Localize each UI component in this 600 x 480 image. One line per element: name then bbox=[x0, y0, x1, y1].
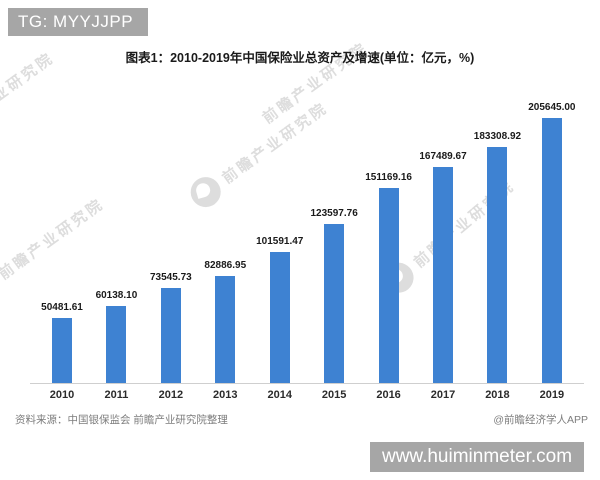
bar-2017 bbox=[433, 167, 453, 383]
bar-2010 bbox=[52, 318, 72, 383]
x-axis-labels: 2010 2011 2012 2013 2014 2015 2016 2017 2018 2019 bbox=[30, 389, 584, 405]
value-label-2016: 151169.16 bbox=[365, 172, 412, 183]
value-label-2011: 60138.10 bbox=[95, 290, 138, 301]
header-watermark-banner: TG: MYYJJPP bbox=[8, 8, 148, 36]
bar-2013 bbox=[215, 276, 236, 383]
bar-2018 bbox=[487, 147, 508, 383]
footer-watermark-text: www.huiminmeter.com bbox=[381, 446, 573, 467]
header-watermark-text: TG: MYYJJPP bbox=[18, 12, 134, 31]
x-tick-2016: 2016 bbox=[376, 389, 401, 401]
credit-note: @前瞻经济学人APP bbox=[493, 414, 588, 426]
bar-chart-plot: 50481.61 60138.10 73545.73 82886.95 101591.4… bbox=[30, 66, 584, 384]
chart-title: 图表1：2010-2019年中国保险业总资产及增速(单位：亿元，%) bbox=[125, 51, 475, 65]
bar-2015 bbox=[324, 224, 345, 383]
x-tick-2012: 2012 bbox=[158, 389, 184, 401]
bar-2014 bbox=[269, 252, 290, 383]
x-tick-2013: 2013 bbox=[213, 389, 238, 401]
value-label-2013: 82886.95 bbox=[204, 260, 247, 271]
x-tick-2018: 2018 bbox=[485, 389, 510, 401]
x-tick-2019: 2019 bbox=[539, 389, 565, 401]
bar-2016 bbox=[378, 188, 399, 383]
footer-watermark-banner: www.huiminmeter.com bbox=[370, 442, 584, 472]
x-tick-2015: 2015 bbox=[321, 389, 347, 401]
x-tick-2014: 2014 bbox=[267, 389, 292, 401]
value-label-2018: 183308.92 bbox=[473, 131, 522, 142]
x-tick-2011: 2011 bbox=[104, 389, 129, 401]
value-label-2017: 167489.67 bbox=[419, 151, 467, 162]
value-label-2010: 50481.61 bbox=[41, 302, 83, 313]
source-note: 资料来源：中国银保监会 前瞻产业研究院整理 bbox=[15, 414, 228, 426]
bar-2011 bbox=[106, 306, 127, 383]
value-label-2019: 205645.00 bbox=[528, 102, 576, 113]
bar-2012 bbox=[160, 288, 181, 383]
bar-2019 bbox=[541, 118, 562, 383]
x-tick-2017: 2017 bbox=[430, 389, 456, 401]
x-tick-2010: 2010 bbox=[49, 389, 75, 401]
value-label-2014: 101591.47 bbox=[256, 236, 304, 247]
value-label-2015: 123597.76 bbox=[310, 208, 358, 219]
value-label-2012: 73545.73 bbox=[150, 272, 192, 283]
